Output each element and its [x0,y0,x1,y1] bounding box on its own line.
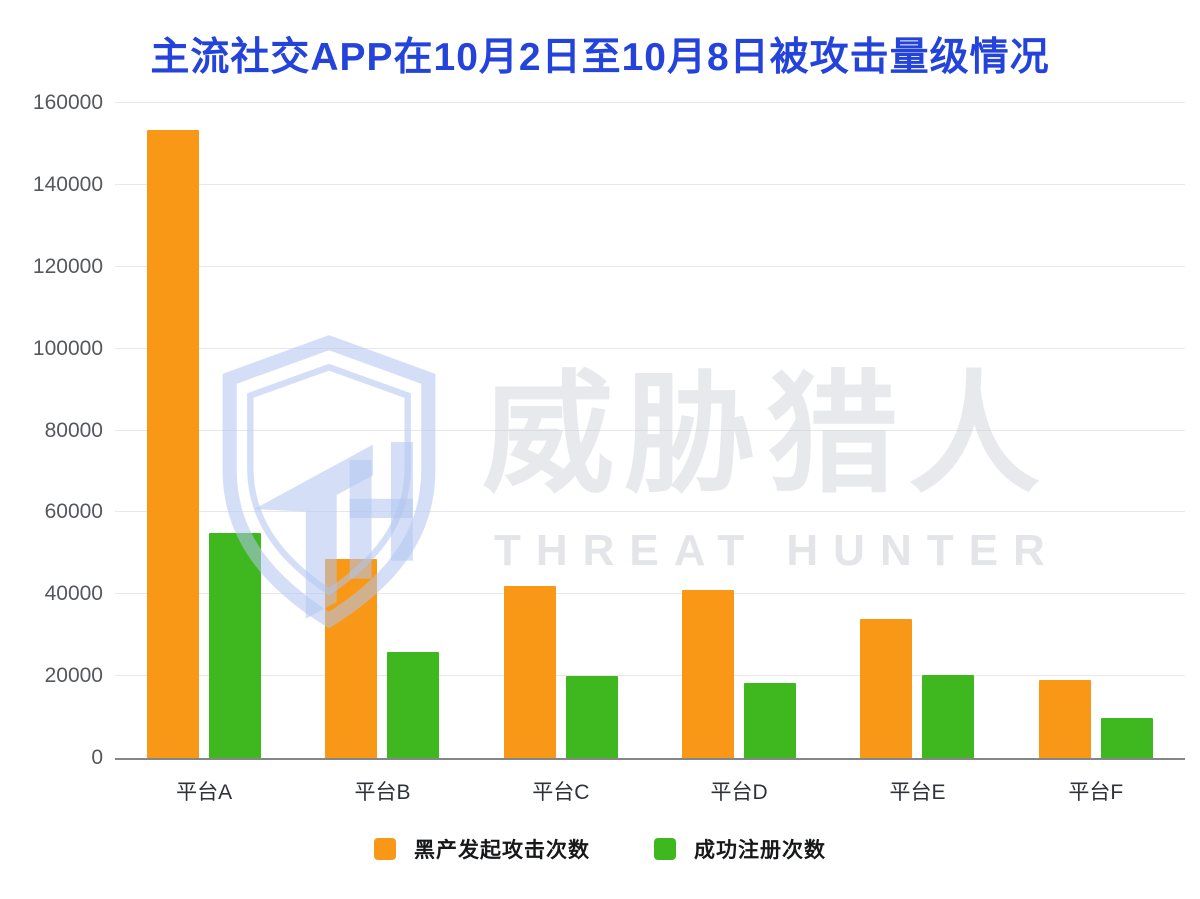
y-axis: 0 20000 40000 60000 80000 100000 120000 140000 1… [0,91,103,769]
gridline [115,183,1185,185]
y-tick-label: 80000 [44,418,103,442]
y-tick-label: 0 [91,746,103,769]
y-tick-label: 100000 [32,336,103,360]
gridline [115,593,1185,595]
x-axis-label: 平台F [1068,781,1124,804]
legend-swatch [654,838,676,860]
x-axis-label: 平台E [889,781,946,804]
chart-title: 主流社交APP在10月2日至10月8日被攻击量级情况 [150,36,1050,79]
bar-group-5 [860,618,975,758]
gridline [115,675,1185,677]
register-count-bar [209,532,262,758]
register-count-bar [1100,717,1153,758]
attack-count-bar [682,590,735,758]
register-count-bar [387,651,440,758]
gridline [115,347,1185,349]
gridline [115,429,1185,431]
x-axis-label: 平台A [176,781,233,804]
gridline [115,511,1185,513]
y-tick-label: 60000 [44,500,103,524]
attack-count-bar [325,559,378,758]
bar-group-3 [503,586,618,758]
bar-group-2 [325,559,440,758]
legend-item-attack-count: 黑产发起攻击次数 [374,834,590,864]
y-tick-label: 20000 [44,664,103,688]
attack-count-bar [860,618,913,758]
legend-item-register-count: 成功注册次数 [654,834,826,864]
x-axis: 平台A 平台B 平台C 平台D 平台E 平台F [115,776,1185,806]
legend-swatch [374,838,396,860]
x-axis-label: 平台D [710,781,768,804]
bar-groups [115,103,1185,758]
attack-count-bar [147,129,200,758]
register-count-bar [744,683,797,758]
y-tick-label: 160000 [32,91,103,114]
legend: 黑产发起攻击次数 成功注册次数 [0,834,1200,864]
register-count-bar [922,675,975,758]
register-count-bar [565,676,618,758]
bar-group-4 [682,590,797,758]
plot-area [115,102,1185,760]
legend-label: 黑产发起攻击次数 [414,839,590,862]
x-axis-label: 平台C [532,781,590,804]
bar-group-1 [147,129,262,758]
y-tick-label: 40000 [44,582,103,606]
bar-group-6 [1038,680,1153,758]
gridline [115,265,1185,267]
legend-label: 成功注册次数 [694,839,826,862]
gridline [115,102,1185,103]
x-axis-label: 平台B [354,781,411,804]
attack-count-bar [503,586,556,758]
y-tick-label: 120000 [32,254,103,278]
attack-count-bar [1038,680,1091,758]
y-tick-label: 140000 [32,172,103,196]
